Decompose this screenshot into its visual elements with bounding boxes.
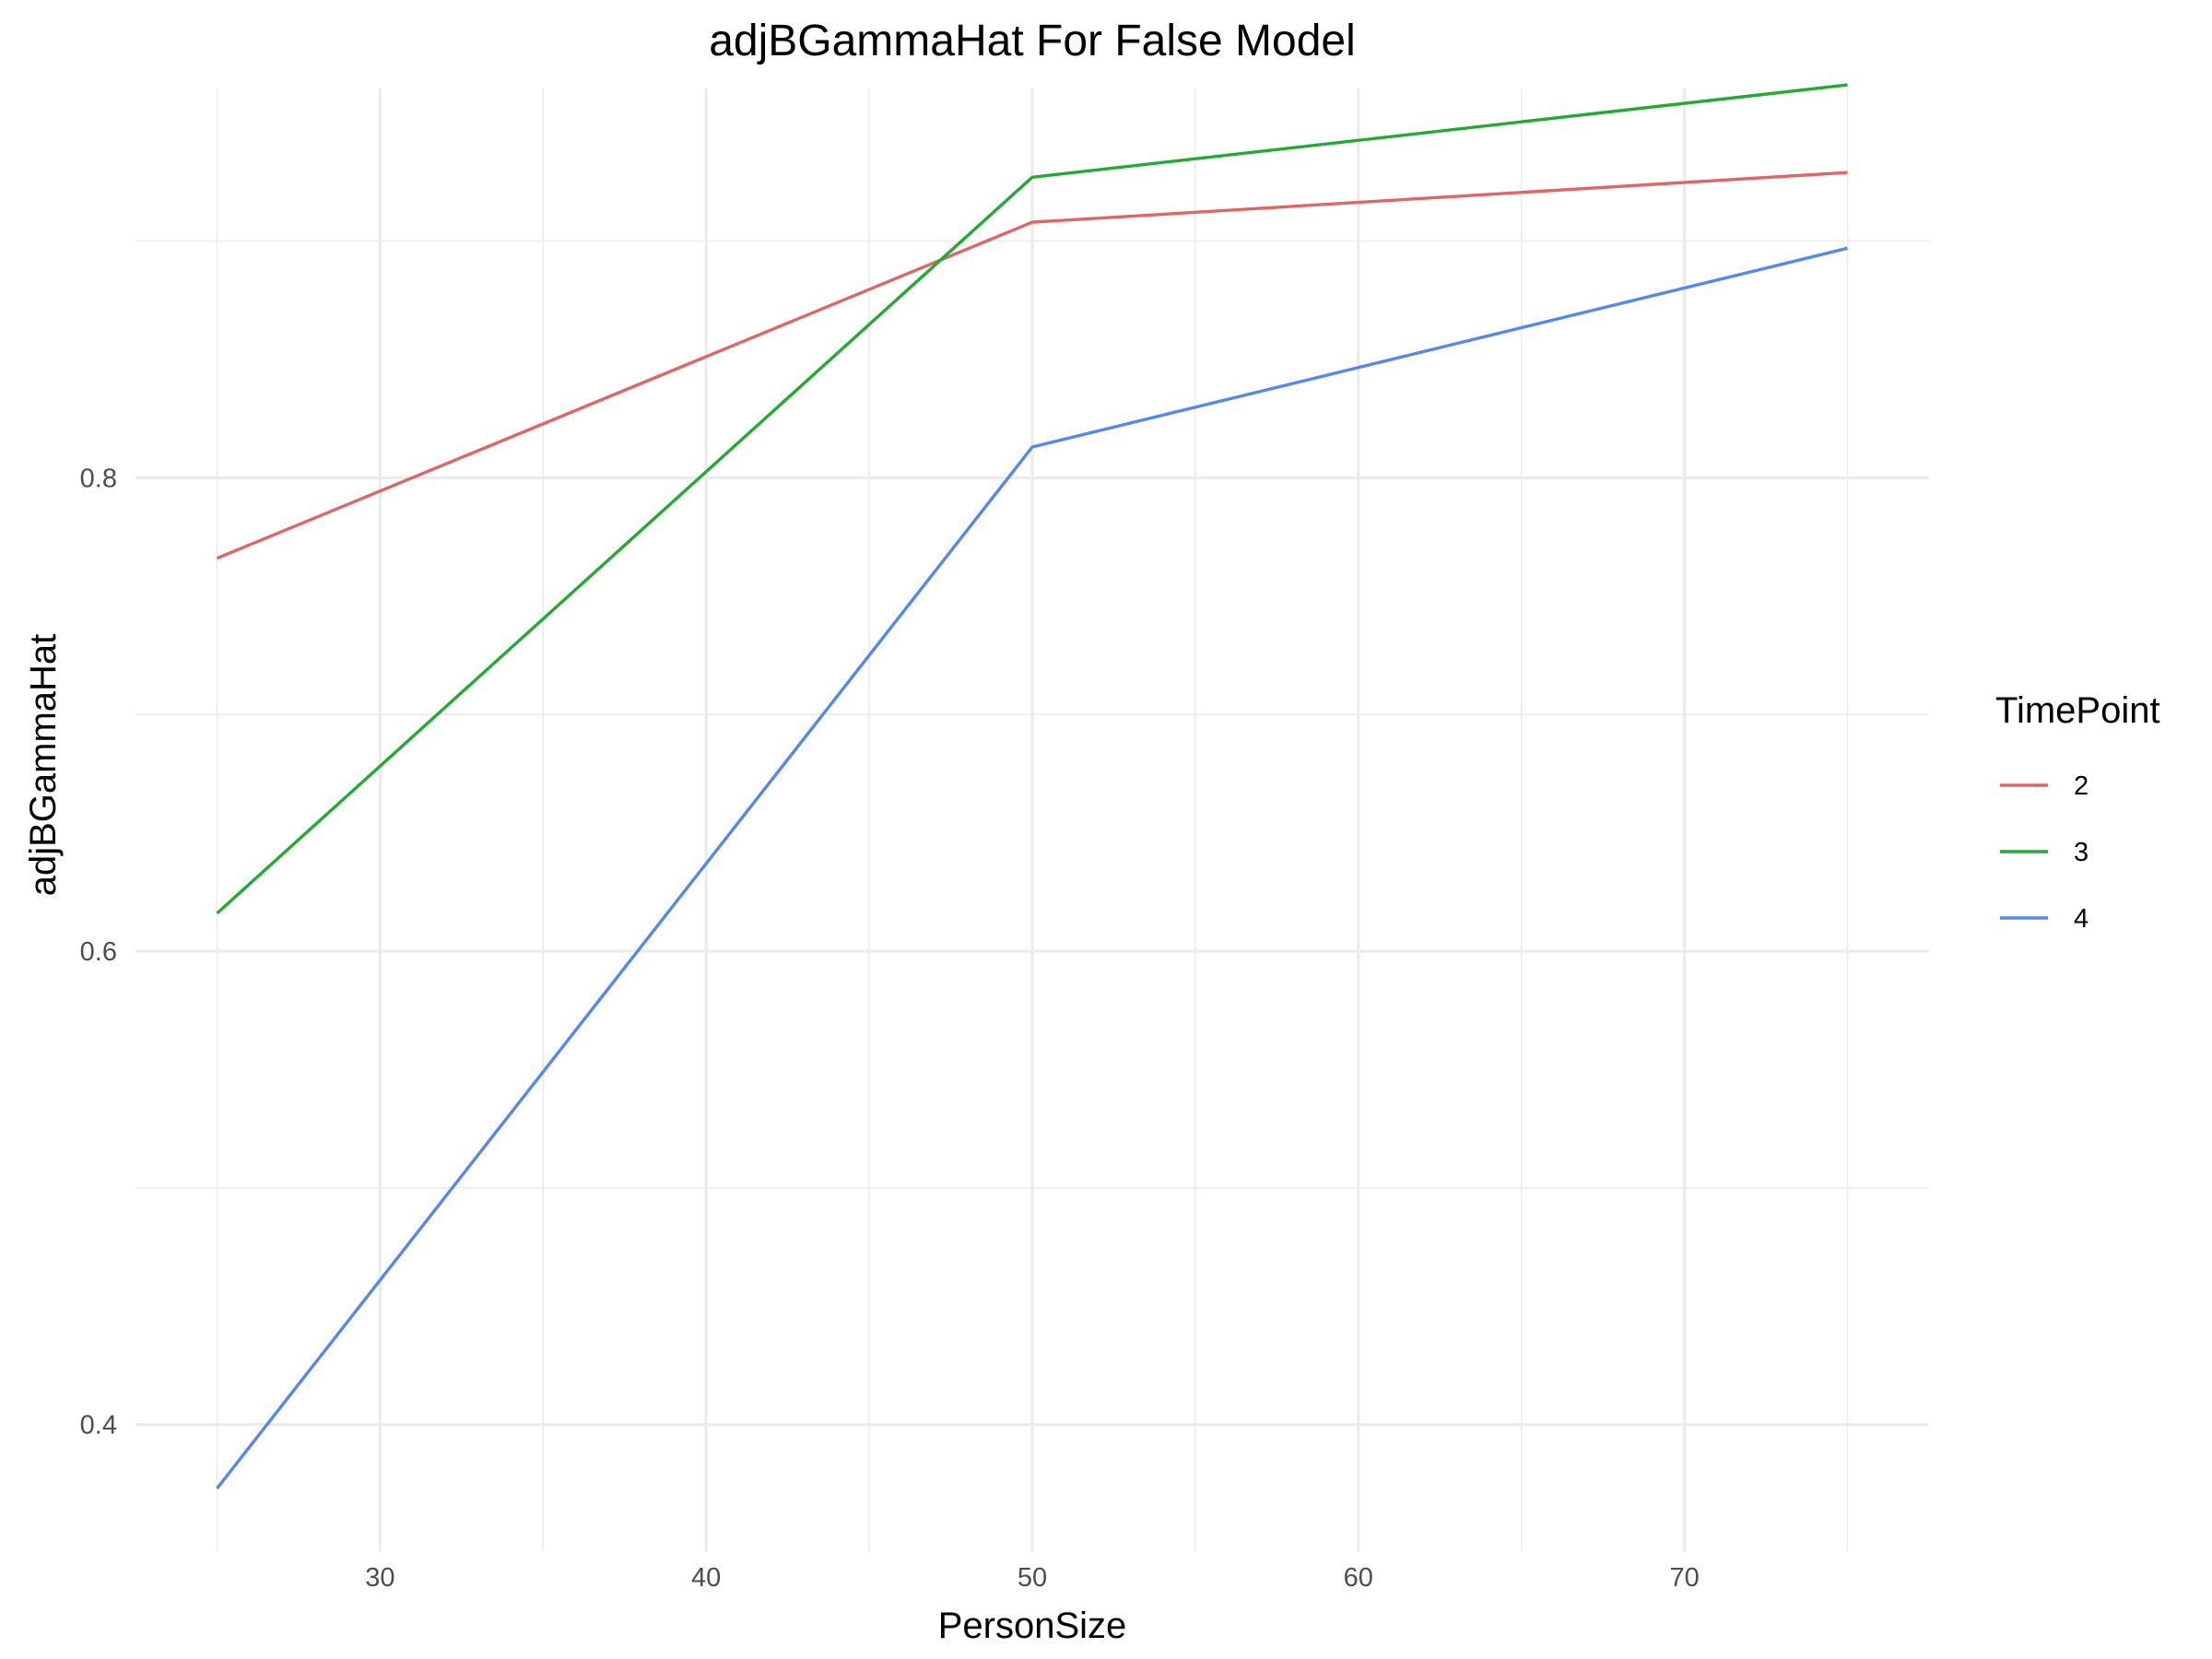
legend-items: 2 3 4: [2000, 771, 2088, 934]
y-axis-title: adjBGammaHat: [23, 634, 64, 897]
y-tick-label: 0.6: [80, 937, 117, 967]
y-tick-label: 0.4: [80, 1411, 117, 1441]
legend-label-3: 3: [2074, 838, 2088, 867]
legend-title: TimePoint: [1995, 690, 2160, 731]
y-axis-tick-labels: 0.4 0.6 0.8: [80, 464, 117, 1440]
x-tick-label: 50: [1018, 1563, 1047, 1593]
x-tick-label: 70: [1670, 1563, 1700, 1593]
x-tick-label: 60: [1344, 1563, 1373, 1593]
legend-label-2: 2: [2074, 771, 2088, 801]
x-tick-label: 40: [691, 1563, 721, 1593]
x-axis-title: PersonSize: [938, 1606, 1127, 1646]
x-axis-tick-labels: 30 40 50 60 70: [365, 1563, 1700, 1593]
series-lines: [216, 83, 1848, 1489]
series-line-timepoint-2: [216, 171, 1848, 560]
major-gridlines: [135, 88, 1929, 1551]
chart-title: adjBGammaHat For False Model: [709, 17, 1356, 65]
series-line-timepoint-4: [216, 246, 1848, 1489]
legend: TimePoint 2 3 4: [1995, 690, 2160, 934]
legend-label-4: 4: [2074, 904, 2088, 934]
series-line-timepoint-3: [216, 83, 1848, 915]
y-tick-label: 0.8: [80, 464, 117, 493]
x-tick-label: 30: [365, 1563, 394, 1593]
